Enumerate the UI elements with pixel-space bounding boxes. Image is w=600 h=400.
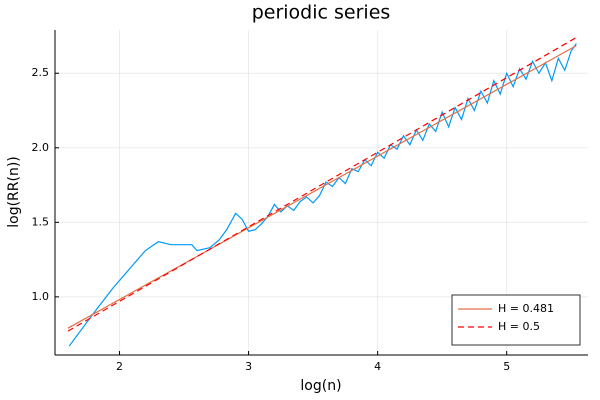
x-tick-label: 4 — [374, 360, 381, 373]
x-tick-label: 3 — [245, 360, 252, 373]
y-tick-label: 2.5 — [32, 66, 50, 79]
y-tick-label: 1.5 — [32, 215, 50, 228]
chart-title: periodic series — [252, 2, 391, 24]
x-axis-label: log(n) — [300, 378, 341, 394]
x-tick-label: 5 — [503, 360, 510, 373]
y-axis-label: log(RR(n)) — [6, 156, 22, 228]
y-tick-label: 2.0 — [32, 141, 50, 154]
legend-label: H = 0.5 — [498, 320, 540, 333]
legend-label: H = 0.481 — [498, 302, 554, 315]
data-line — [67, 36, 577, 332]
legend-box — [451, 294, 581, 346]
y-tick-label: 1.0 — [32, 290, 50, 303]
data-line — [67, 45, 577, 329]
x-tick-label: 2 — [116, 360, 123, 373]
